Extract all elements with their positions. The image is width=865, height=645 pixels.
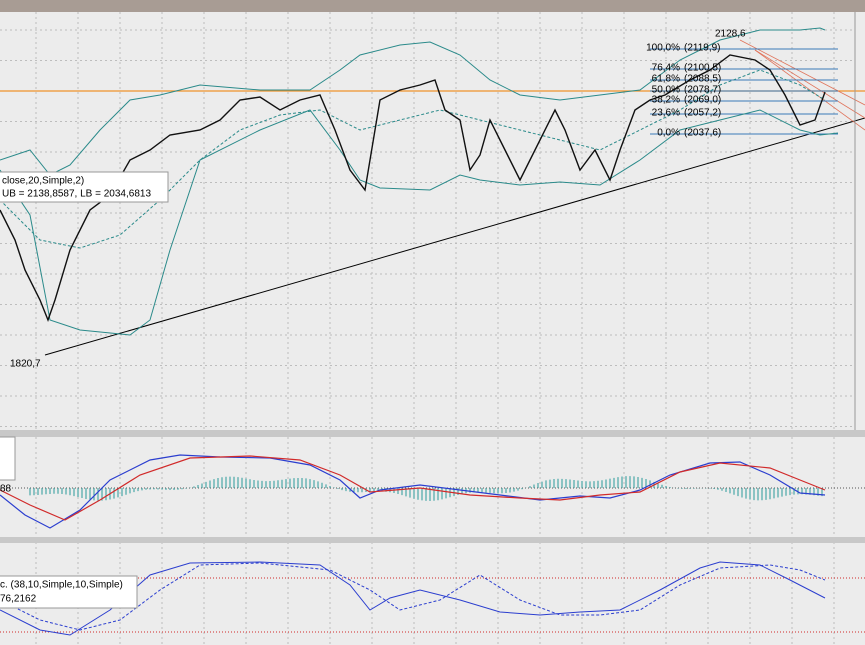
macd-line [0,454,826,529]
fib-price: (2100,5) [684,63,721,74]
indicator-tooltip [0,171,169,203]
fib-percent: 23,6% [652,108,680,119]
macd-value: 88 [0,484,12,495]
fib-price: (2088,5) [684,74,721,85]
fib-percent: 61,8% [652,74,680,85]
fib-price: (2037,6) [684,128,721,139]
fib-percent: 76,4% [652,63,680,74]
price-panel [0,12,865,430]
fib-price: (2119,9) [684,43,721,54]
fib-labels: 100,0% (2119,9) 76,4% (2100,5) 61,8% (2088,5)… [646,43,721,139]
trend-line [44,117,865,356]
lower-band [0,109,839,336]
fib-percent: 50,0% [652,85,680,96]
fib-fan [739,39,865,131]
fib-percent: 0,0% [657,128,680,139]
fib-percent: 38,2% [652,95,680,106]
osc-tooltip [0,575,138,609]
tooltip-line: close,20,Simple,2) [2,176,84,187]
panel-separator [0,537,865,543]
tooltip-line: UB = 2138,8587, LB = 2034,6813 [2,189,151,200]
title-bar [0,0,865,12]
macd-tooltip [0,436,16,481]
middle-band [0,69,826,249]
fib-price: (2069,0) [684,95,721,106]
tooltip-line: c. (38,10,Simple,10,Simple) [0,580,123,591]
osc-signal [0,562,826,631]
fib-price: (2078,7) [684,85,721,96]
low-label: 1820,7 [10,359,41,370]
panel-separator [0,430,865,437]
fib-percent: 100,0% [646,43,680,54]
tooltip-line: 76,2162 [0,594,37,605]
high-label: 2128,6 [715,29,746,40]
fib-lines [650,48,838,135]
fib-price: (2057,2) [684,108,721,119]
signal-line [0,455,826,521]
upper-band [0,27,826,176]
